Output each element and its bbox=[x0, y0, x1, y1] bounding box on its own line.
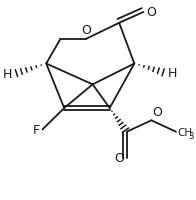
Text: O: O bbox=[81, 24, 91, 37]
Text: O: O bbox=[152, 106, 162, 119]
Text: F: F bbox=[33, 123, 40, 136]
Text: H: H bbox=[167, 67, 177, 80]
Text: O: O bbox=[146, 6, 156, 19]
Text: 3: 3 bbox=[188, 131, 194, 140]
Text: O: O bbox=[114, 152, 124, 165]
Text: H: H bbox=[3, 68, 12, 81]
Text: CH: CH bbox=[178, 127, 193, 137]
